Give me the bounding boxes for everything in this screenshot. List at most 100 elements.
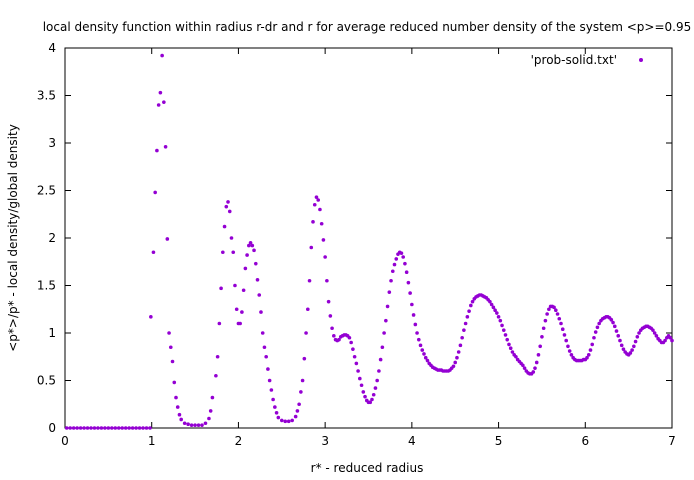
data-point [304,331,308,335]
data-point [318,207,322,212]
data-point [540,335,544,339]
data-point [144,426,149,430]
data-point [633,339,638,344]
y-tick-label: 1 [48,326,56,340]
data-point [196,423,201,427]
y-tick-label: 3.5 [37,89,56,103]
x-tick-label: 2 [235,434,243,448]
data-point [416,337,421,342]
data-point [319,221,324,226]
data-point [248,240,253,245]
data-point [337,337,341,342]
data-point [170,359,175,364]
data-point [531,370,536,374]
data-point [78,426,83,430]
y-tick-label: 0.5 [37,374,56,388]
data-point [663,338,667,343]
data-point [377,369,381,373]
data-point [611,320,615,325]
legend-label: 'prob-solid.txt' [531,53,617,67]
data-point [403,261,407,266]
data-point [458,343,463,348]
data-point [375,378,379,383]
x-tick-label: 3 [321,434,329,448]
data-point [151,250,156,255]
data-point [177,412,182,417]
data-point [652,331,657,335]
data-point [370,397,374,402]
data-point [385,304,390,309]
data-point [593,330,598,334]
legend-marker [639,58,643,62]
data-point [621,347,626,351]
data-point [274,411,279,415]
data-point [167,331,171,335]
data-point [510,350,515,354]
data-point [295,409,300,413]
data-point [186,422,190,427]
data-point [141,426,145,430]
data-point [394,257,399,261]
data-point [380,345,385,350]
data-point [628,351,633,355]
data-point [103,426,107,430]
data-point [172,380,177,385]
data-point [328,314,333,318]
data-point [71,426,76,430]
data-point [451,364,456,369]
data-point [614,329,619,333]
data-point [175,405,180,409]
data-point [259,310,263,314]
data-point [349,340,353,345]
data-point [670,338,674,343]
data-point [635,335,640,339]
data-point [356,369,360,373]
data-point [241,288,246,293]
data-point [489,302,494,307]
data-point [203,421,208,426]
data-point [543,318,548,323]
data-point [300,378,305,383]
data-point [207,416,211,421]
data-point [273,405,277,409]
data-point [559,321,563,326]
data-point [160,53,164,58]
data-point [257,293,262,297]
data-points [64,53,674,430]
data-point [399,251,404,255]
data-point [255,278,260,282]
data-point [413,322,418,327]
data-point [233,283,237,288]
data-point [92,426,97,430]
data-point [382,331,386,335]
data-point [219,286,223,291]
data-point [392,262,397,267]
data-point [106,426,111,430]
data-point [134,426,138,430]
data-point [592,335,596,340]
data-point [470,299,475,304]
data-point [316,198,321,202]
data-point [234,307,239,312]
data-point [113,426,118,430]
axis-ticks: 0 1 2 3 4 5 6 7 0 0.5 1 1.5 2 2.5 3 3.5 4 [37,41,676,448]
data-point [123,426,128,430]
data-point [290,418,294,423]
data-point [224,204,229,209]
data-point [493,308,497,313]
data-point [404,270,409,275]
data-point [262,345,267,350]
data-point [567,349,572,353]
data-point [276,415,281,420]
data-point [85,426,90,430]
data-point [312,202,317,207]
data-point [252,248,256,253]
data-point [418,343,423,348]
data-point [137,426,142,430]
data-point [562,333,567,337]
data-point [245,253,249,257]
data-point [179,417,183,422]
data-point [279,418,284,423]
data-point [406,280,411,285]
